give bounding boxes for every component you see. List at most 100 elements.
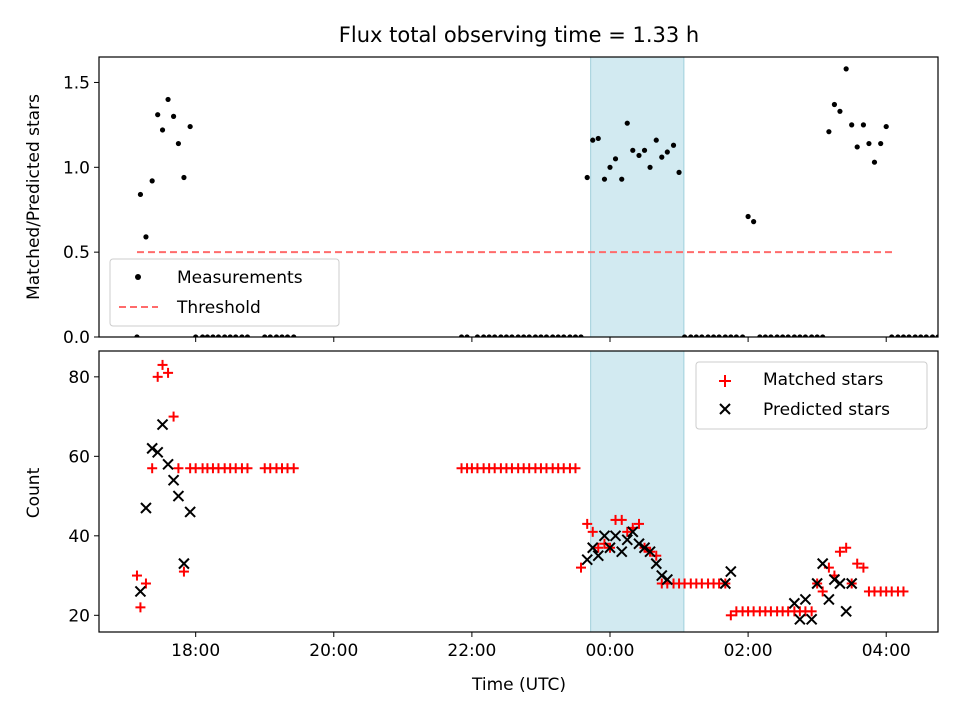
predicted-stars-point	[828, 573, 841, 586]
bottom-legend: Matched stars Predicted stars	[695, 361, 928, 430]
measurements-point	[918, 334, 924, 337]
measurements-point	[929, 334, 936, 337]
measurements-point	[181, 174, 187, 181]
measurements-point	[785, 334, 791, 337]
matched-stars-point	[570, 463, 581, 474]
legend-marker-measurements	[135, 274, 141, 280]
bottom-highlight-span	[590, 350, 685, 633]
predicted-stars-point	[151, 446, 164, 459]
matched-stars-point	[242, 463, 253, 474]
predicted-stars-point	[167, 474, 180, 486]
measurements-point	[170, 113, 177, 119]
measurements-point	[814, 334, 820, 337]
measurements-point	[267, 334, 273, 337]
matched-stars-point	[582, 518, 593, 529]
measurements-point	[630, 147, 636, 153]
predicted-stars-point	[644, 546, 656, 558]
predicted-stars-point	[799, 593, 812, 606]
matched-stars-point	[140, 578, 151, 589]
measurements-point	[572, 334, 579, 337]
matched-stars-point	[834, 546, 845, 557]
predicted-stars-point	[840, 605, 852, 618]
measurements-point	[612, 156, 619, 162]
measurements-point	[900, 334, 907, 337]
matched-stars-point	[152, 371, 163, 382]
measurements-point	[843, 66, 849, 72]
x-tick-label: 00:00	[585, 641, 634, 661]
matched-stars-point	[147, 463, 158, 474]
measurements-point	[739, 334, 746, 337]
matched-stars-point	[599, 538, 610, 549]
top-axes-frame	[98, 56, 939, 338]
measurements-point	[498, 334, 504, 337]
predicted-stars-point	[638, 542, 651, 554]
measurements-point	[532, 334, 539, 337]
bottom-panel: 18:00 20:00 22:00 00:00 02:00 04:00 20 40 60 80	[68, 350, 939, 661]
measurements-point	[521, 334, 527, 337]
measurements-point	[538, 334, 544, 337]
predicted-stars-point	[184, 506, 196, 518]
legend-marker-predicted-stars	[719, 403, 731, 415]
matched-stars-point	[852, 558, 863, 569]
measurements-point	[935, 334, 938, 337]
predicted-stars-point	[140, 502, 152, 514]
measurements-point	[175, 140, 182, 147]
matched-stars-point	[173, 463, 184, 474]
measurements-point	[561, 334, 567, 337]
measurements-point	[659, 154, 665, 160]
measurements-point	[941, 334, 946, 339]
measurements-point	[802, 334, 809, 337]
matched-stars-point	[593, 542, 604, 553]
measurements-point	[716, 334, 722, 337]
measurements-point	[204, 334, 211, 337]
predicted-stars-point	[805, 613, 818, 625]
predicted-stars-point	[172, 490, 185, 502]
bottom-y-tick-label: 20	[68, 606, 90, 626]
bottom-legend-frame	[695, 361, 928, 430]
measurements-point	[481, 334, 487, 337]
measurements-point	[906, 334, 912, 337]
chart-title: Flux total observing time = 1.33 h	[339, 23, 699, 47]
measurements-point	[291, 334, 297, 337]
legend-marker-matched-stars	[719, 375, 731, 387]
legend-label-matched-stars: Matched stars	[763, 370, 883, 390]
measurements-point	[641, 147, 648, 153]
top-y-tick-label: 1.0	[63, 158, 90, 178]
predicted-stars-point	[794, 613, 806, 625]
measurements-point	[636, 152, 642, 159]
x-tick-label: 04:00	[862, 641, 911, 661]
matched-stars-point	[178, 566, 189, 577]
predicted-stars-point	[616, 546, 628, 558]
measurements-point	[149, 178, 155, 184]
measurements-point	[486, 334, 492, 337]
measurements-point	[860, 122, 867, 128]
measurements-point	[762, 334, 768, 337]
measurements-point	[624, 120, 630, 126]
measurements-point	[474, 334, 481, 337]
measurements-point	[728, 334, 734, 337]
top-y-tick-label: 0.5	[63, 243, 90, 263]
matched-stars-point	[163, 367, 174, 378]
measurements-point	[676, 169, 682, 175]
measurements-point	[647, 164, 653, 170]
matched-stars-point	[898, 586, 909, 597]
measurements-point	[768, 334, 774, 337]
measurements-point	[503, 334, 510, 337]
x-tick-label: 22:00	[447, 641, 496, 661]
measurements-point	[143, 234, 149, 240]
measurements-point	[791, 334, 797, 337]
measurements-point	[653, 137, 659, 143]
measurements-point	[595, 135, 601, 142]
legend-label-threshold: Threshold	[176, 298, 261, 318]
measurements-point	[883, 123, 889, 130]
measurements-point	[710, 334, 717, 337]
measurements-point	[854, 144, 860, 150]
predicted-stars-point	[162, 458, 174, 470]
measurements-point	[849, 122, 855, 128]
measurements-point	[774, 334, 780, 337]
measurements-point	[831, 101, 838, 108]
measurements-point	[458, 334, 465, 337]
matched-stars-point	[817, 586, 828, 597]
top-y-tick-label: 0.0	[63, 328, 90, 348]
predicted-stars-point	[661, 573, 674, 586]
